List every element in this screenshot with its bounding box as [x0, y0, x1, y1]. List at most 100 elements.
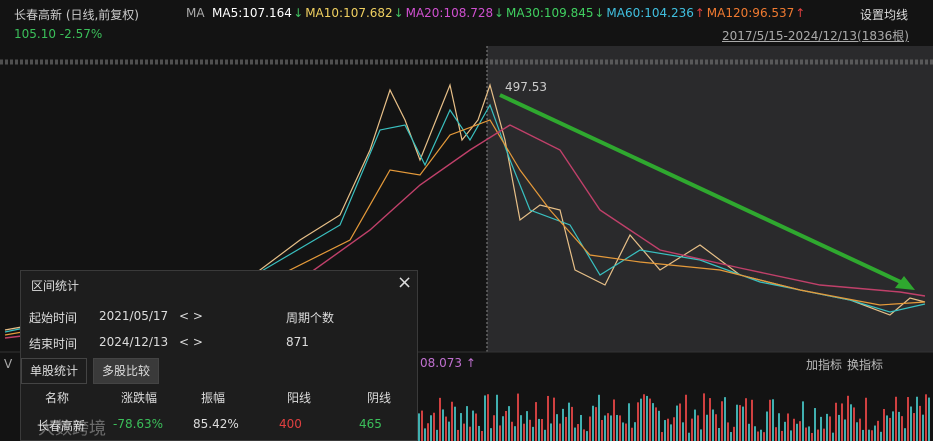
indicator-left: V — [4, 357, 13, 371]
volume-bar — [574, 427, 576, 441]
volume-bar — [835, 402, 837, 441]
volume-bar — [865, 397, 867, 441]
ma-arrow: ↑ — [795, 6, 806, 20]
volume-bar — [508, 406, 510, 441]
trend-arrow — [499, 93, 906, 286]
ma-text: MA30:109.845 — [506, 6, 594, 20]
volume-bar — [652, 403, 654, 441]
volume-bar — [685, 394, 687, 441]
volume-bar — [520, 415, 522, 441]
volume-bar — [841, 403, 843, 441]
volume-bar — [895, 396, 897, 441]
ma-text: MA5:107.164 — [212, 6, 292, 20]
volume-bar — [775, 427, 777, 441]
volume-bar — [589, 416, 591, 441]
volume-bar — [877, 420, 879, 441]
panel-cell[interactable]: < > — [179, 335, 203, 349]
volume-bar — [763, 432, 765, 441]
volume-bar — [736, 404, 738, 441]
tab[interactable]: 多股比较 — [93, 358, 160, 384]
volume-bar — [838, 414, 840, 441]
watermark: 大数跨境 — [38, 419, 106, 439]
volume-bar — [544, 429, 546, 441]
volume-bar — [691, 418, 693, 441]
volume-bar — [814, 408, 816, 441]
volume-bar — [568, 402, 570, 441]
volume-bar — [847, 395, 849, 441]
volume-bar — [502, 416, 504, 441]
volume-bar — [919, 405, 921, 441]
volume-bar — [826, 413, 828, 441]
volume-bar — [907, 397, 909, 441]
ma-line — [4, 119, 926, 336]
volume-bar — [634, 422, 636, 441]
volume-bar — [607, 413, 609, 441]
volume-bar — [778, 413, 780, 441]
volume-bar — [745, 398, 747, 441]
volume-bar — [820, 416, 822, 441]
volume-bar — [661, 432, 663, 441]
volume-bar — [487, 394, 489, 441]
volume-bar — [787, 413, 789, 441]
volume-bar — [712, 409, 714, 441]
volume-bar — [448, 421, 450, 441]
volume-bar — [673, 417, 675, 441]
volume-bar — [649, 398, 651, 441]
volume-bar — [910, 406, 912, 441]
volume-bar — [727, 422, 729, 441]
switch-indicator[interactable]: 换指标 — [847, 358, 884, 372]
volume-bar — [664, 420, 666, 441]
volume-bar — [463, 423, 465, 441]
volume-bar — [739, 405, 741, 441]
volume-bar — [655, 407, 657, 441]
volume-bar — [757, 431, 759, 441]
volume-bar — [421, 410, 423, 441]
volume-bar — [832, 432, 834, 441]
volume-bar — [853, 407, 855, 441]
add-indicator[interactable]: 加指标 — [806, 358, 843, 372]
volume-bar — [823, 428, 825, 441]
volume-bar — [667, 418, 669, 441]
volume-bar — [457, 429, 459, 441]
panel-cell: 结束时间 — [29, 337, 78, 351]
volume-bar — [703, 393, 705, 441]
close-button[interactable]: × — [397, 272, 413, 293]
panel-cell[interactable]: < > — [179, 309, 203, 323]
volume-bar — [646, 395, 648, 441]
ma-arrow: ↓ — [293, 6, 304, 20]
table-header: 阴线 — [367, 391, 392, 405]
volume-bar — [802, 401, 804, 441]
volume-bar — [913, 413, 915, 441]
volume-bar — [466, 406, 468, 441]
ma-arrow: ↓ — [494, 6, 505, 20]
volume-bar — [670, 424, 672, 441]
volume-bar — [829, 416, 831, 441]
volume-bar — [718, 427, 720, 441]
stock-name: 长春高新 (日线,前复权) — [14, 8, 139, 22]
volume-bar — [595, 407, 597, 441]
volume-bar — [472, 410, 474, 441]
volume-bar — [631, 427, 633, 441]
tab[interactable]: 单股统计 — [21, 358, 88, 384]
volume-bar — [793, 418, 795, 441]
volume-bar — [478, 425, 480, 441]
peak-label: 497.53 — [505, 80, 547, 94]
volume-bar — [553, 397, 555, 441]
volume-bar — [451, 401, 453, 441]
ma-text: MA20:108.728 — [405, 6, 494, 20]
volume-bar — [811, 432, 813, 441]
volume-bar — [715, 414, 717, 441]
arrow: ↑ — [465, 356, 476, 370]
volume-bar — [535, 402, 537, 441]
volume-bar — [925, 394, 927, 441]
volume-bar — [898, 411, 900, 441]
volume-bar — [562, 408, 564, 441]
volume-bar — [721, 401, 723, 441]
volume-bar — [460, 413, 462, 441]
volume-bar — [871, 430, 873, 441]
arrow-head — [895, 276, 915, 290]
volume-bar — [808, 426, 810, 441]
settings-button[interactable]: 设置均线 — [860, 8, 909, 22]
panel-cell: 2024/12/13 — [99, 335, 169, 349]
